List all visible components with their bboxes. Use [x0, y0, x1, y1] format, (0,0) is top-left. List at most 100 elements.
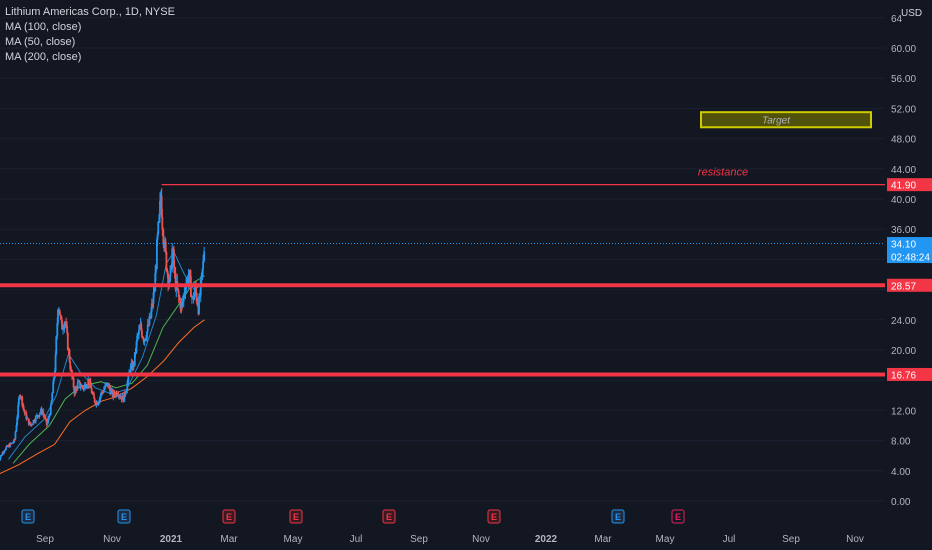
candle-body: [129, 365, 132, 373]
earnings-marker[interactable]: E: [222, 509, 236, 524]
candle-body: [34, 415, 37, 422]
resistance-label[interactable]: resistance: [698, 167, 748, 179]
last-price-tag[interactable]: [887, 237, 932, 264]
candle-body: [43, 414, 45, 418]
candle-body: [49, 405, 52, 415]
candle-body: [191, 296, 194, 298]
candle-body: [137, 329, 140, 335]
ma-line-100: [12, 275, 205, 464]
candle-body: [115, 392, 118, 396]
candle-body: [29, 422, 32, 426]
candle-body: [124, 393, 127, 396]
candle-body: [154, 273, 157, 292]
candle-body: [178, 296, 181, 300]
candle-body: [182, 294, 185, 302]
candle-body: [8, 445, 10, 448]
last-price-countdown: 02:48:24: [891, 253, 930, 264]
earnings-marker-box: [289, 509, 303, 524]
time-tick-label: Mar: [220, 534, 238, 545]
candle-body: [171, 248, 174, 269]
candle-body: [22, 406, 25, 410]
candle-body: [59, 314, 62, 316]
last-price-tag-label: 34.10: [891, 240, 916, 251]
earnings-marker[interactable]: E: [611, 509, 625, 524]
earnings-marker[interactable]: E: [21, 509, 35, 524]
resistance-price-tag[interactable]: [887, 178, 932, 192]
time-tick-label: Jul: [350, 534, 363, 545]
candle-body: [165, 251, 168, 271]
candle-body: [162, 229, 165, 243]
grid: [0, 17, 885, 502]
price-tick-label: 56.00: [891, 74, 916, 85]
earnings-marker-label: E: [226, 512, 232, 522]
candle-body: [169, 265, 172, 276]
candle-body: [200, 272, 203, 280]
earnings-marker[interactable]: E: [382, 509, 396, 524]
candle-body: [58, 309, 61, 315]
candle-body: [168, 275, 171, 282]
candle-body: [100, 392, 103, 396]
candle-body: [102, 389, 105, 393]
annotations[interactable]: resistance Target: [698, 111, 872, 179]
candle-body: [142, 336, 144, 339]
candle-body: [9, 443, 11, 448]
price-tick-label: 60.00: [891, 44, 916, 55]
candle-body: [203, 251, 206, 261]
candle-body: [40, 409, 43, 414]
target-box[interactable]: [700, 111, 872, 129]
legend-ma-50[interactable]: MA (50, close): [5, 36, 76, 48]
time-tick-label: Nov: [846, 534, 864, 545]
candle-body: [63, 322, 66, 329]
earnings-marker[interactable]: E: [671, 509, 685, 524]
candle-body: [45, 419, 48, 425]
candle-body: [69, 361, 72, 370]
candle-body: [26, 417, 29, 419]
earnings-marker[interactable]: E: [117, 509, 131, 524]
candle-body: [23, 409, 26, 414]
earnings-marker[interactable]: E: [289, 509, 303, 524]
support-lower-price-tag[interactable]: [887, 367, 932, 381]
candle-body: [202, 260, 205, 269]
candle-body: [164, 241, 167, 252]
support-upper-price-tag[interactable]: [887, 278, 932, 292]
candle-body: [159, 200, 161, 215]
candle-body: [106, 382, 108, 385]
candle-body: [0, 457, 2, 460]
candle-body: [6, 445, 9, 447]
price-levels[interactable]: [0, 184, 885, 377]
candle-body: [92, 393, 94, 395]
legend-ma-200[interactable]: MA (200, close): [5, 51, 82, 63]
candle-body: [136, 334, 139, 336]
candle-body: [184, 290, 187, 293]
earnings-marker[interactable]: E: [487, 509, 501, 524]
candle-body: [31, 423, 34, 425]
candle-body: [161, 217, 164, 230]
candle-body: [88, 379, 90, 386]
price-axis[interactable]: 0.00 4.00 8.00 12.00 20.00 24.00 36.00 40.00 44.…: [887, 8, 932, 508]
candle-body: [70, 369, 73, 371]
earnings-marker-box: [611, 509, 625, 524]
candle-body: [185, 278, 188, 285]
candle-body: [112, 391, 115, 398]
candle-body: [48, 416, 51, 419]
earnings-marker-label: E: [675, 512, 681, 522]
candle-body: [15, 425, 18, 432]
candle-body: [125, 390, 128, 394]
legend-title[interactable]: Lithium Americas Corp., 1D, NYSE: [5, 6, 175, 18]
candle-body: [93, 394, 95, 399]
legend-ma-100[interactable]: MA (100, close): [5, 21, 82, 33]
candle-body: [76, 382, 79, 390]
candle-body: [38, 414, 41, 418]
candle-body: [75, 387, 78, 390]
time-axis[interactable]: Sep Nov 2021 Mar May Jul Sep Nov 2022 Mar May Jul Se…: [36, 534, 864, 545]
price-tick-label: 64: [891, 14, 903, 25]
candle-body: [199, 295, 201, 297]
price-tick-label: 8.00: [891, 437, 911, 448]
candle-body: [172, 248, 175, 250]
candle-body: [104, 384, 107, 389]
candle-body: [65, 323, 68, 327]
candle-body: [150, 303, 153, 312]
